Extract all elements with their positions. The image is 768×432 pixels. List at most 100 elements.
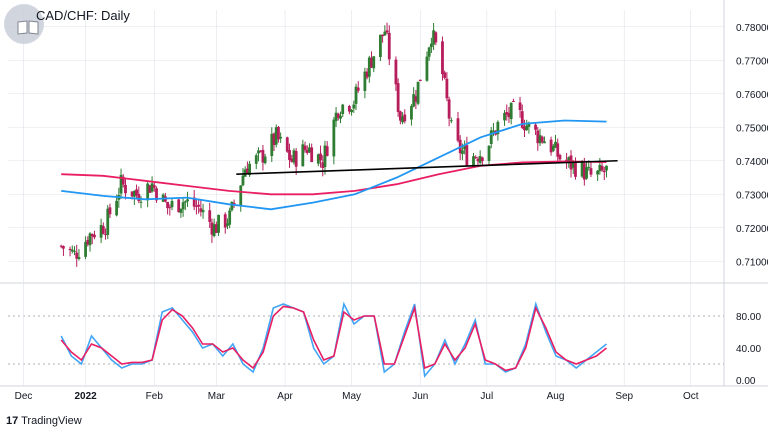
candle-body	[254, 155, 258, 164]
candle-body	[461, 150, 464, 154]
candle-body	[507, 113, 511, 118]
candle-body	[303, 145, 307, 151]
candle-body	[385, 30, 389, 33]
candle-body	[571, 161, 575, 168]
candle-body	[208, 210, 212, 222]
candle-body	[474, 157, 478, 159]
candle-body	[272, 133, 276, 146]
time-tick-label: Dec	[15, 391, 33, 402]
candle-body	[536, 130, 540, 144]
candle-body	[418, 79, 422, 81]
candle-body	[325, 146, 329, 156]
candle-body	[321, 162, 325, 168]
candle-body	[605, 165, 608, 171]
candle-body	[259, 150, 263, 152]
candle-body	[68, 248, 72, 250]
time-tick-label: Apr	[277, 391, 293, 402]
candle-body	[274, 127, 278, 145]
candle-body	[146, 183, 150, 201]
candle-body	[186, 199, 189, 202]
candle-body	[372, 56, 376, 69]
candle-body	[503, 113, 506, 121]
candle-body	[232, 202, 236, 204]
candle-body	[585, 167, 588, 179]
candle-body	[261, 149, 265, 163]
stoch-tick-label: 0.00	[736, 376, 756, 387]
candle-body	[425, 56, 429, 81]
candle-body	[520, 111, 524, 128]
candle-body	[228, 210, 232, 225]
candle-body	[387, 32, 391, 60]
price-tick-label: 0.71000	[736, 257, 768, 268]
candle-body	[456, 118, 460, 141]
candle-body	[589, 168, 593, 175]
candle-body	[217, 214, 220, 233]
candle-body	[279, 136, 283, 139]
candle-body	[73, 250, 76, 252]
candle-body	[352, 104, 356, 109]
candle-body	[465, 145, 469, 166]
candle-body	[121, 176, 125, 185]
time-tick-label: Jun	[412, 391, 428, 402]
trendline	[236, 159, 618, 175]
candle-body	[396, 83, 400, 112]
candle-body	[119, 174, 123, 194]
candle-body	[93, 234, 96, 238]
candle-body	[472, 156, 475, 166]
candle-body	[86, 239, 90, 245]
candle-body	[137, 194, 141, 201]
candle-body	[288, 149, 291, 161]
candle-body	[197, 204, 201, 207]
candle-body	[602, 170, 606, 173]
candle-body	[334, 112, 338, 122]
candle-body	[540, 136, 544, 143]
candle-body	[292, 150, 296, 163]
candle-body	[108, 207, 112, 215]
candle-body	[132, 190, 136, 197]
time-tick-label: Jul	[480, 391, 493, 402]
candle-body	[310, 147, 314, 163]
candle-body	[480, 157, 484, 162]
candle-body	[596, 170, 600, 175]
stoch-d-line	[60, 304, 607, 372]
candle-body	[226, 223, 229, 226]
candle-body	[412, 94, 416, 107]
candle-body	[319, 153, 322, 161]
candle-body	[192, 197, 196, 207]
candle-body	[478, 156, 482, 163]
candle-body	[150, 183, 154, 192]
candle-body	[181, 202, 185, 210]
candle-body	[248, 163, 252, 176]
candle-body	[166, 201, 169, 209]
candle-body	[492, 130, 495, 132]
tradingview-brand[interactable]: 17 TradingView	[6, 415, 82, 427]
candle-body	[543, 141, 546, 144]
candle-body	[476, 158, 480, 162]
ma-fast-line	[61, 160, 607, 196]
candle-body	[383, 31, 387, 36]
candle-body	[168, 207, 172, 209]
candle-body	[414, 96, 418, 102]
time-tick-label: Oct	[683, 391, 699, 402]
candle-body	[246, 168, 249, 175]
candle-body	[427, 47, 431, 57]
candle-body	[381, 34, 385, 37]
candle-body	[512, 100, 515, 102]
candle-body	[62, 246, 65, 249]
candle-body	[290, 158, 294, 162]
stoch-k-line	[60, 301, 607, 378]
candle-body	[135, 189, 138, 196]
candle-body	[90, 234, 94, 237]
candle-body	[416, 81, 420, 104]
candle-body	[305, 149, 309, 153]
time-axis: Dec 2022 Feb Mar Apr May Jun Jul Aug Sep Oct	[15, 391, 699, 402]
book-icon	[17, 20, 39, 35]
candle-body	[59, 245, 63, 247]
candle-body	[487, 145, 491, 161]
candle-body	[574, 162, 577, 177]
candle-body	[398, 111, 402, 121]
